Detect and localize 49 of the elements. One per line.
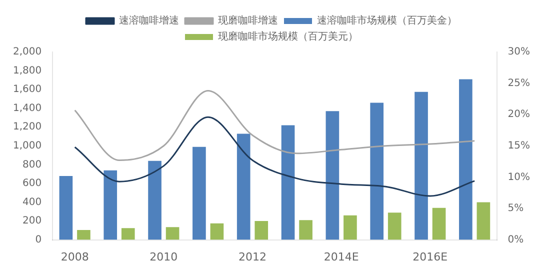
bar — [77, 230, 90, 240]
x-tick-label: 2014E — [324, 250, 359, 264]
bar — [370, 102, 384, 240]
bar — [344, 215, 357, 240]
bar — [148, 160, 162, 240]
bar — [236, 134, 250, 240]
bar — [210, 223, 224, 240]
line-series — [74, 90, 476, 162]
bar — [299, 220, 312, 240]
bar — [254, 221, 268, 240]
y-tick-label: 200 — [22, 216, 42, 227]
legend-label: 速溶咖啡市场规模（百万美金） — [317, 14, 457, 27]
y-tick-label: 2,000 — [12, 46, 42, 58]
y-tick-label: 0 — [35, 234, 42, 246]
y-tick-label: 1,000 — [12, 140, 42, 152]
y-tick-label: 800 — [22, 159, 42, 170]
y2-tick-label: 25% — [508, 78, 530, 89]
legend-label: 现磨咖啡增速 — [218, 14, 278, 27]
bar — [59, 176, 73, 240]
bar — [476, 202, 490, 240]
y-tick-label: 1,600 — [12, 84, 42, 96]
y2-tick-label: 30% — [508, 46, 530, 58]
line-series — [74, 116, 476, 197]
y2-tick-label: 15% — [508, 140, 530, 152]
y-tick-label: 1,800 — [12, 65, 42, 76]
legend-label: 速溶咖啡增速 — [119, 14, 179, 27]
bar — [281, 125, 295, 240]
bar — [166, 227, 180, 240]
y-tick-label: 400 — [22, 196, 42, 208]
x-tick-label: 2008 — [60, 250, 89, 264]
y-tick-label: 1,400 — [12, 102, 42, 114]
x-tick-label: 2010 — [150, 250, 178, 264]
bar — [326, 111, 340, 240]
y2-tick-label: 10% — [508, 172, 530, 183]
y2-tick-label: 20% — [508, 109, 530, 120]
bar — [192, 146, 206, 240]
bar — [459, 79, 472, 240]
y-tick-label: 600 — [22, 178, 42, 190]
x-tick-label: 2012 — [238, 250, 266, 264]
y2-tick-label: 5% — [508, 203, 524, 214]
bar — [388, 212, 402, 240]
bar — [121, 228, 135, 240]
x-tick-label: 2016E — [412, 250, 448, 264]
legend-label: 现磨咖啡市场规模（百万美元） — [218, 30, 358, 43]
bar — [414, 92, 428, 240]
y-tick-label: 1,200 — [12, 122, 42, 133]
y2-tick-label: 0% — [508, 234, 524, 246]
bar — [432, 208, 446, 240]
bar — [104, 170, 118, 240]
